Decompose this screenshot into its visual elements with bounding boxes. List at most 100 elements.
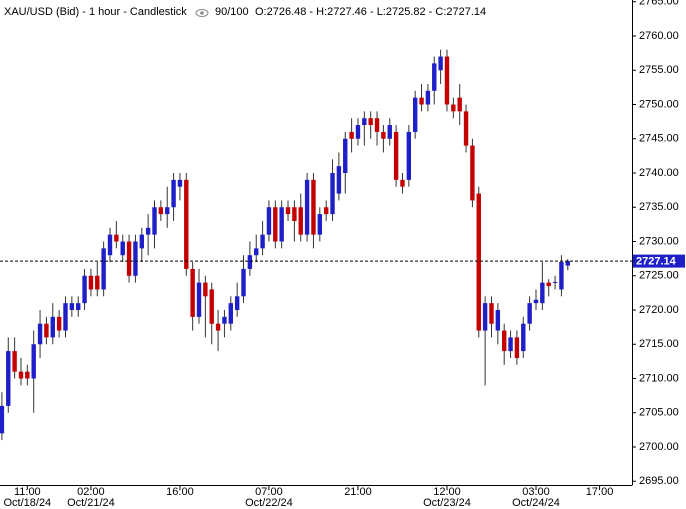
candle-body: [63, 303, 68, 331]
y-tick-label: 2705.00: [639, 407, 679, 419]
candle-body: [171, 179, 176, 208]
candle-body: [343, 138, 348, 173]
candle-body: [120, 241, 125, 256]
candle-body: [565, 261, 570, 266]
candle-body: [31, 344, 36, 379]
x-tick-label: 17:00: [586, 486, 614, 498]
candle-body: [209, 289, 214, 324]
candle-body: [56, 316, 62, 331]
candle-body: [222, 316, 227, 324]
candle-body: [381, 131, 386, 139]
candle-body: [559, 262, 564, 290]
candle-body: [241, 268, 246, 297]
candle-body: [190, 268, 195, 317]
candle-body: [273, 207, 278, 242]
y-tick-label: 2710.00: [639, 372, 679, 384]
eye-outline: [195, 9, 209, 17]
candle-body: [502, 330, 507, 352]
y-tick-label: 2695.00: [639, 475, 679, 487]
candle-body: [165, 207, 170, 215]
candle-body: [336, 166, 342, 194]
candle-body: [158, 207, 164, 215]
candle-body: [6, 351, 11, 406]
candle-body: [76, 303, 81, 310]
candle-body: [330, 173, 335, 215]
candle-body: [393, 131, 399, 180]
candle-body: [18, 371, 24, 379]
x-tick-date: Oct/23/24: [423, 497, 471, 509]
y-tick-label: 2750.00: [639, 98, 679, 110]
x-tick-label: 03:00: [522, 486, 550, 498]
candle-body: [495, 310, 501, 331]
y-tick-label: 2735.00: [639, 201, 679, 213]
candle-body: [432, 63, 437, 91]
candle-body: [451, 104, 456, 112]
x-tick-date: Oct/18/24: [3, 497, 51, 509]
candle-body: [177, 179, 183, 187]
candle-body: [12, 351, 17, 372]
candle-body: [114, 234, 119, 242]
y-tick-label: 2740.00: [639, 167, 679, 179]
candle-body: [552, 281, 558, 283]
eye-pupil: [200, 11, 204, 15]
last-price-label: 2727.14: [636, 255, 677, 267]
candle-body: [260, 234, 265, 249]
candle-body: [234, 296, 240, 310]
y-tick-label: 2765.00: [639, 0, 679, 8]
candle-body: [540, 282, 545, 304]
candle-body: [533, 299, 539, 304]
y-tick-label: 2700.00: [639, 441, 679, 453]
ohlc-label: O:2726.48 - H:2727.46 - L:2725.82 - C:27…: [255, 6, 486, 18]
eye-icon: [195, 9, 209, 17]
candle-body: [508, 337, 513, 352]
candle-body: [152, 207, 157, 235]
candle-body: [139, 234, 144, 249]
candle-body: [438, 56, 443, 71]
x-tick-label: 12:00: [433, 486, 461, 498]
x-tick-date: Oct/21/24: [67, 497, 115, 509]
candle-body: [476, 193, 481, 331]
candle-body: [266, 207, 272, 235]
candle-body: [444, 56, 450, 105]
candle-body: [489, 303, 494, 324]
candle-body: [304, 179, 310, 235]
candle-body: [368, 118, 373, 126]
y-tick-label: 2755.00: [639, 64, 679, 76]
candle-body: [107, 234, 113, 256]
last-price-box: [633, 254, 685, 268]
candle-body: [546, 282, 551, 287]
candle-body: [355, 125, 361, 139]
candle-body: [292, 207, 297, 221]
x-tick-label: 02:00: [77, 486, 105, 498]
candle-body: [50, 316, 55, 338]
candle-body: [184, 179, 189, 269]
candle-body: [400, 179, 405, 187]
candle-body: [457, 97, 462, 112]
candle-body: [247, 255, 253, 269]
candle-body: [126, 241, 132, 276]
candle-body: [374, 118, 380, 132]
candle-body: [133, 241, 138, 276]
y-tick-label: 2725.00: [639, 270, 679, 282]
candle-body: [470, 145, 475, 201]
candle-body: [25, 371, 30, 379]
candle-body: [317, 214, 323, 235]
x-tick-label: 11:00: [14, 486, 41, 498]
candle-body: [196, 282, 202, 317]
candle-body: [101, 248, 106, 290]
candle-body: [0, 405, 5, 434]
candle-body: [527, 303, 532, 324]
y-tick-label: 2720.00: [639, 304, 679, 316]
candle-body: [203, 282, 208, 297]
candle-body: [254, 248, 259, 256]
candle-body: [387, 125, 392, 139]
candle-body: [419, 97, 424, 105]
x-tick-date: Oct/24/24: [512, 497, 560, 509]
x-tick-label: 16:00: [166, 486, 194, 498]
candle-body: [298, 207, 303, 235]
candle-body: [482, 303, 488, 331]
candle-body: [349, 131, 354, 139]
candle-body: [425, 90, 431, 105]
